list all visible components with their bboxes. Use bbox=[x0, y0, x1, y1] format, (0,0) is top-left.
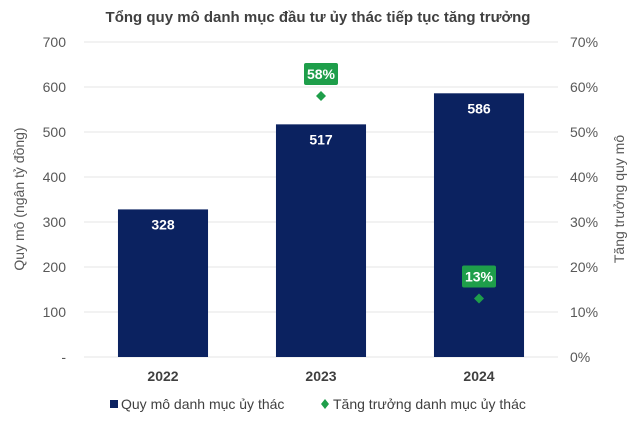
legend: Quy mô danh mục ủy thác Tăng trưởng danh… bbox=[110, 396, 526, 412]
y2-tick-label: 30% bbox=[570, 214, 598, 230]
bar-value-label: 586 bbox=[467, 100, 491, 116]
y2-tick-label: 60% bbox=[570, 79, 598, 95]
growth-marker bbox=[316, 91, 326, 101]
right-axis-title: Tăng trưởng quy mô bbox=[611, 135, 627, 263]
growth-label-box bbox=[462, 265, 496, 288]
category-label: 2024 bbox=[463, 368, 494, 384]
category-labels: 2022 2023 2024 bbox=[147, 368, 494, 384]
growth-label-box bbox=[304, 63, 338, 85]
chart-title: Tổng quy mô danh mục đầu tư ủy thác tiếp… bbox=[106, 9, 531, 26]
y2-tick-label: 20% bbox=[570, 259, 598, 275]
growth-series: 58% 13% bbox=[304, 63, 496, 304]
bar bbox=[275, 124, 367, 357]
y2-tick-label: 70% bbox=[570, 34, 598, 50]
y-tick-label: 100 bbox=[43, 304, 67, 320]
right-axis-ticks: 0% 10% 20% 30% 40% 50% 60% 70% bbox=[570, 34, 598, 365]
bar bbox=[433, 93, 525, 358]
left-axis-title: Quy mô (ngân tỷ đồng) bbox=[11, 127, 27, 270]
y2-tick-label: 50% bbox=[570, 124, 598, 140]
y-tick-label: 700 bbox=[43, 34, 67, 50]
y-tick-label: 200 bbox=[43, 259, 67, 275]
y2-tick-label: 10% bbox=[570, 304, 598, 320]
growth-marker bbox=[474, 293, 484, 304]
bar bbox=[117, 209, 209, 357]
y-tick-label: - bbox=[61, 349, 66, 365]
y-tick-label: 600 bbox=[43, 79, 67, 95]
y2-tick-label: 40% bbox=[570, 169, 598, 185]
category-label: 2022 bbox=[147, 368, 178, 384]
growth-label: 58% bbox=[307, 66, 336, 82]
legend-marker-swatch bbox=[321, 399, 329, 409]
y-tick-label: 500 bbox=[43, 124, 67, 140]
legend-marker-label: Tăng trưởng danh mục ủy thác bbox=[333, 396, 526, 412]
y-tick-label: 400 bbox=[43, 169, 67, 185]
bar-value-label: 517 bbox=[309, 131, 333, 147]
growth-label: 13% bbox=[465, 269, 494, 285]
legend-bar-label: Quy mô danh mục ủy thác bbox=[121, 396, 284, 412]
legend-bar-swatch bbox=[110, 400, 118, 408]
bar-value-label: 328 bbox=[151, 216, 175, 232]
y2-tick-label: 0% bbox=[570, 349, 590, 365]
bar-series: 328 517 586 bbox=[117, 93, 525, 358]
category-label: 2023 bbox=[305, 368, 336, 384]
left-axis-ticks: - 100 200 300 400 500 600 700 bbox=[43, 34, 67, 365]
y-tick-label: 300 bbox=[43, 214, 67, 230]
